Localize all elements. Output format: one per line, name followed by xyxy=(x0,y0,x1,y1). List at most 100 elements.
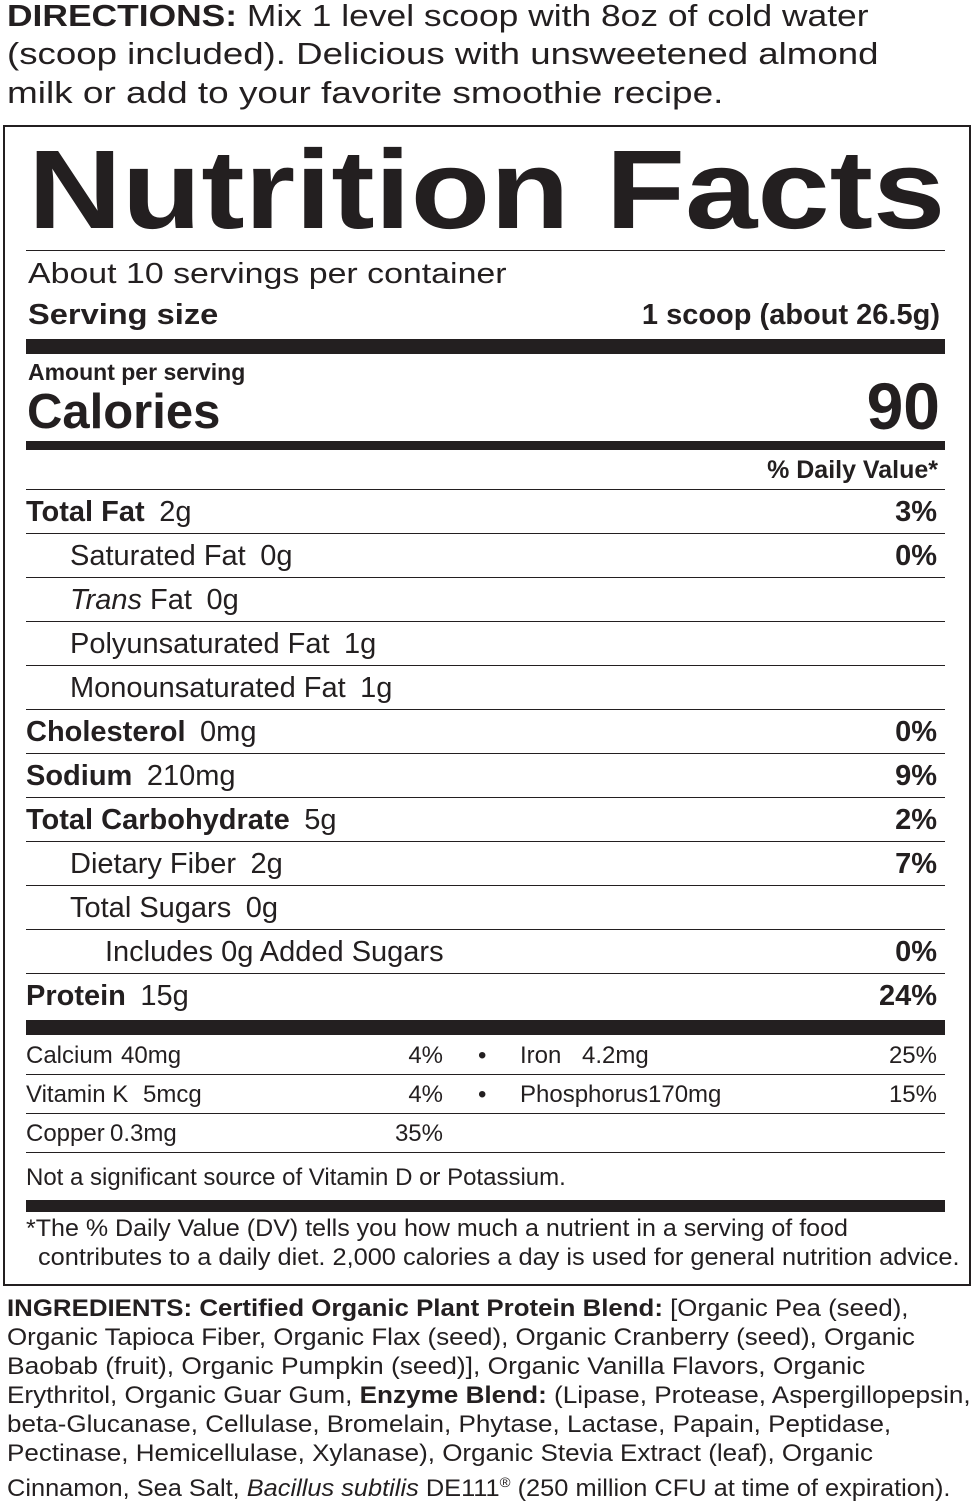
vitamin-name: Calcium xyxy=(26,1042,113,1069)
ingredients-text: Organic Tapioca Fiber, Organic Flax (see… xyxy=(7,1324,915,1351)
vitamin-amount: 170mg xyxy=(648,1081,722,1108)
ingredients-text: (Lipase, Protease, Aspergillopepsin, xyxy=(546,1382,971,1409)
nutrition-facts-panel xyxy=(3,125,971,1286)
ingredients-text: Erythritol, Organic Guar Gum, xyxy=(7,1382,360,1409)
nutrient-label: Saturated Fat 0g xyxy=(70,534,292,578)
nutrient-amount: 5g xyxy=(304,804,337,836)
divider xyxy=(26,489,945,490)
nutrient-name: Monounsaturated Fat xyxy=(70,672,346,704)
nutrient-label: Includes 0g Added Sugars xyxy=(105,930,444,974)
nutrient-daily-value: 24% xyxy=(878,980,937,1012)
vitamin-daily-value: 25% xyxy=(888,1042,937,1069)
nutrient-row: Trans Fat 0g xyxy=(26,578,945,622)
ingredients-text: DE111 xyxy=(418,1475,500,1502)
nutrient-label: Trans Fat 0g xyxy=(70,578,239,622)
nutrient-daily-value: 7% xyxy=(895,848,937,880)
nutrient-name: Total Carbohydrate xyxy=(26,804,290,836)
nutrient-name: Total Fat xyxy=(26,496,145,528)
nutrient-name: Sodium xyxy=(26,760,133,792)
ingredients-line: Baobab (fruit), Organic Pumpkin (seed)],… xyxy=(7,1352,865,1381)
nutrient-name: Includes 0g Added Sugars xyxy=(105,936,444,968)
thick-divider xyxy=(26,339,945,354)
ingredients-line: Organic Tapioca Fiber, Organic Flax (see… xyxy=(7,1323,915,1352)
nutrient-amount: 2g xyxy=(159,496,192,528)
serving-size-label: Serving size xyxy=(28,299,219,331)
vitamin-name: Phosphorus xyxy=(520,1081,649,1108)
not-significant-note: Not a significant source of Vitamin D or… xyxy=(26,1164,566,1191)
nutrient-amount: 1g xyxy=(360,672,393,704)
footnote-line: contributes to a daily diet. 2,000 calor… xyxy=(38,1244,960,1271)
bullet-separator: • xyxy=(478,1081,487,1108)
vitamin-row: Vitamin K 5mcg 4% • Phosphorus 170mg 15% xyxy=(26,1075,945,1114)
nutrient-name: Saturated Fat xyxy=(70,540,246,572)
nutrient-label: Monounsaturated Fat 1g xyxy=(70,666,392,710)
nutrient-label: Total Carbohydrate 5g xyxy=(26,798,336,842)
vitamin-amount: 40mg xyxy=(121,1042,182,1069)
directions-label: DIRECTIONS: xyxy=(7,0,238,33)
ingredients-text: Pectinase, Hemicellulase, Xylanase), Org… xyxy=(7,1440,873,1467)
ingredients-heading: INGREDIENTS: Certified Organic Plant Pro… xyxy=(7,1295,663,1322)
nutrient-label: Total Sugars 0g xyxy=(70,886,278,930)
nutrient-label: Dietary Fiber 2g xyxy=(70,842,283,886)
nutrient-daily-value: 0% xyxy=(895,936,937,968)
nutrient-amount: 0mg xyxy=(200,716,257,748)
vitamin-amount: 0.3mg xyxy=(110,1120,177,1147)
nutrient-daily-value: 0% xyxy=(895,716,937,748)
nutrient-name: Total Sugars xyxy=(70,892,232,924)
divider xyxy=(26,250,945,251)
nutrient-row: Protein 15g 24% xyxy=(26,974,945,1018)
ingredients-text: Cinnamon, Sea Salt, xyxy=(7,1475,247,1502)
serving-size-value: 1 scoop (about 26.5g) xyxy=(641,299,940,331)
calories-label: Calories xyxy=(27,385,221,439)
vitamin-name: Copper xyxy=(26,1120,105,1147)
ingredients-text: Baobab (fruit), Organic Pumpkin (seed)],… xyxy=(7,1353,866,1380)
nutrient-label: Total Fat 2g xyxy=(26,490,191,534)
vitamin-name: Vitamin K xyxy=(26,1081,129,1108)
ingredients-text: (250 million CFU at time of expiration). xyxy=(510,1475,951,1502)
nutrient-label: Polyunsaturated Fat 1g xyxy=(70,622,376,666)
vitamin-row: Copper 0.3mg 35% xyxy=(26,1114,945,1153)
nutrient-row: Saturated Fat 0g 0% xyxy=(26,534,945,578)
daily-value-header: % Daily Value* xyxy=(767,456,938,484)
nutrient-daily-value: 2% xyxy=(895,804,937,836)
nutrient-name: Trans xyxy=(70,584,142,616)
directions-text: Mix 1 level scoop with 8oz of cold water xyxy=(237,0,869,33)
nutrition-facts-title: Nutrition Facts xyxy=(28,127,946,252)
nutrient-amount: 15g xyxy=(140,980,189,1012)
ingredients-text: ® xyxy=(499,1474,511,1490)
nutrient-name: Protein xyxy=(26,980,126,1012)
nutrient-amount: 1g xyxy=(344,628,377,660)
nutrient-row: Total Fat 2g 3% xyxy=(26,490,945,534)
vitamin-daily-value: 4% xyxy=(408,1042,443,1069)
nutrient-name: Cholesterol xyxy=(26,716,186,748)
amount-per-serving: Amount per serving xyxy=(28,359,246,385)
ingredients-line: Pectinase, Hemicellulase, Xylanase), Org… xyxy=(7,1439,873,1468)
nutrient-row: Dietary Fiber 2g 7% xyxy=(26,842,945,886)
ingredients-text: Bacillus subtilis xyxy=(246,1475,419,1502)
thick-divider xyxy=(26,1200,945,1212)
nutrient-name: Dietary Fiber xyxy=(70,848,236,880)
medium-divider xyxy=(26,441,945,450)
ingredients-line: INGREDIENTS: Certified Organic Plant Pro… xyxy=(7,1294,908,1323)
directions-line: (scoop included). Delicious with unsweet… xyxy=(7,36,879,71)
ingredients-line: beta-Glucanase, Cellulase, Bromelain, Ph… xyxy=(7,1410,891,1439)
bullet-separator: • xyxy=(478,1042,487,1069)
nutrient-amount: 0g xyxy=(260,540,293,572)
vitamin-daily-value: 4% xyxy=(408,1081,443,1108)
nutrient-row: Polyunsaturated Fat 1g xyxy=(26,622,945,666)
ingredients-heading: Enzyme Blend: xyxy=(359,1382,547,1409)
ingredients-text: beta-Glucanase, Cellulase, Bromelain, Ph… xyxy=(7,1411,892,1438)
nutrient-amount: 2g xyxy=(250,848,283,880)
vitamin-amount: 4.2mg xyxy=(582,1042,649,1069)
ingredients-line: Cinnamon, Sea Salt, Bacillus subtilis DE… xyxy=(7,1468,950,1503)
ingredients-text: [Organic Pea (seed), xyxy=(662,1295,909,1322)
nutrient-amount: 0g xyxy=(245,892,278,924)
nutrient-row: Sodium 210mg 9% xyxy=(26,754,945,798)
vitamin-daily-value: 35% xyxy=(394,1120,443,1147)
nutrient-amount: 210mg xyxy=(146,760,236,792)
ingredients-line: Erythritol, Organic Guar Gum, Enzyme Ble… xyxy=(7,1381,971,1410)
footnote-line: *The % Daily Value (DV) tells you how mu… xyxy=(26,1215,848,1242)
vitamin-daily-value: 15% xyxy=(888,1081,937,1108)
thick-divider xyxy=(26,1020,945,1035)
nutrient-name: Polyunsaturated Fat xyxy=(70,628,330,660)
